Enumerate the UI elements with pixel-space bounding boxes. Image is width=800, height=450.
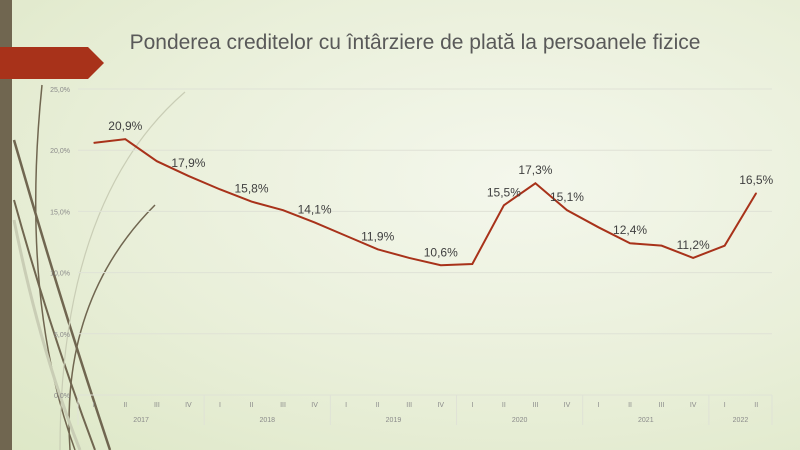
y-tick-label: 10,0% — [50, 271, 70, 278]
data-point — [345, 235, 347, 237]
year-label: 2022 — [733, 417, 749, 424]
data-label: 14,1% — [298, 202, 332, 216]
data-point — [471, 263, 473, 265]
data-point — [440, 264, 442, 266]
data-point — [408, 257, 410, 259]
data-point — [598, 226, 599, 228]
x-tick-label: III — [406, 402, 412, 409]
side-bar — [0, 0, 12, 450]
data-line — [93, 138, 758, 267]
x-tick-label: III — [280, 402, 286, 409]
x-tick-label: II — [754, 402, 758, 409]
y-tick-label: 5,0% — [54, 332, 70, 339]
x-tick-label: I — [471, 402, 473, 409]
x-tick-label: I — [598, 402, 600, 409]
x-tick-label: I — [219, 402, 221, 409]
y-tick-label: 20,0% — [50, 148, 70, 155]
data-point — [314, 221, 316, 223]
x-tick-label: I — [724, 402, 726, 409]
data-point — [629, 242, 631, 244]
data-label: 12,4% — [613, 223, 647, 237]
data-label: 15,8% — [234, 182, 268, 196]
x-tick-label: IV — [311, 402, 318, 409]
data-point — [93, 142, 95, 144]
title-flag — [0, 47, 104, 79]
x-tick-label: III — [659, 402, 665, 409]
data-label: 20,9% — [108, 119, 142, 133]
data-point — [692, 257, 694, 259]
data-label: 17,9% — [171, 156, 205, 170]
data-point — [755, 192, 757, 194]
data-label: 17,3% — [518, 163, 552, 177]
chart-title: Ponderea creditelor cu întârziere de pla… — [129, 31, 701, 54]
x-tick-label: IV — [564, 402, 571, 409]
x-tick-label: IV — [690, 402, 697, 409]
x-tick-label: III — [532, 402, 538, 409]
data-point — [219, 188, 221, 190]
x-tick-label: I — [345, 402, 347, 409]
data-point — [156, 160, 158, 162]
data-point — [187, 175, 189, 177]
x-tick-label: III — [154, 402, 160, 409]
data-label: 16,5% — [739, 173, 773, 187]
x-tick-label: I — [93, 402, 95, 409]
data-point — [282, 209, 284, 211]
data-point — [534, 182, 536, 184]
data-label: 15,5% — [487, 185, 521, 199]
data-point — [251, 201, 252, 203]
x-tick-label: II — [502, 402, 506, 409]
data-point — [503, 204, 505, 206]
data-label: 11,9% — [361, 229, 394, 243]
data-point — [661, 245, 663, 247]
year-label: 2020 — [512, 417, 528, 424]
year-label: 2018 — [259, 417, 275, 424]
year-label: 2021 — [638, 417, 654, 424]
year-label: 2017 — [133, 417, 149, 424]
data-label: 11,2% — [677, 238, 710, 252]
data-point — [124, 138, 126, 140]
data-label: 10,6% — [424, 245, 458, 259]
x-tick-label: IV — [437, 402, 444, 409]
y-tick-label: 25,0% — [50, 87, 70, 94]
y-tick-label: 0,0% — [54, 393, 70, 400]
year-label: 2019 — [386, 417, 402, 424]
data-point — [566, 209, 568, 211]
x-tick-label: II — [123, 402, 127, 409]
y-tick-label: 15,0% — [50, 209, 70, 216]
data-point — [724, 245, 726, 247]
x-tick-label: II — [250, 402, 254, 409]
data-label: 15,1% — [550, 190, 584, 204]
x-tick-label: II — [628, 402, 632, 409]
x-tick-label: II — [376, 402, 380, 409]
x-tick-label: IV — [185, 402, 192, 409]
data-point — [377, 248, 379, 250]
